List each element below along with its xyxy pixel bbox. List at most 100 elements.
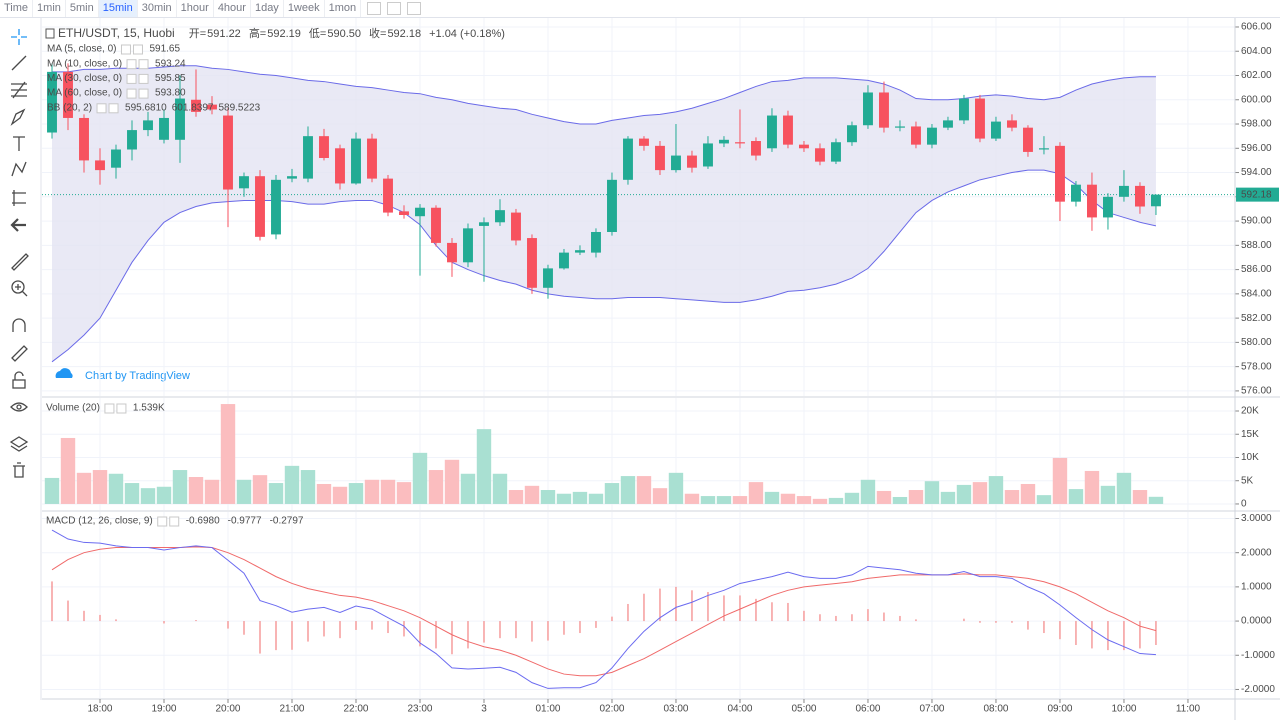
volume-bar bbox=[876, 490, 892, 504]
zoom-tool[interactable] bbox=[11, 280, 28, 297]
legend-button bbox=[126, 59, 137, 70]
crosshair-tool[interactable] bbox=[11, 29, 27, 45]
y-tick-label: -1.0000 bbox=[1241, 650, 1275, 661]
volume-bar bbox=[332, 486, 348, 504]
ohlc-label: 高= bbox=[249, 26, 266, 40]
volume-bar bbox=[844, 492, 860, 504]
study-value: 601.8397 bbox=[172, 102, 214, 113]
x-tick-label: 08:00 bbox=[983, 704, 1008, 715]
study-name: MA (5, close, 0) bbox=[47, 44, 116, 55]
volume-bar bbox=[44, 477, 60, 504]
layers-tool[interactable] bbox=[9, 436, 29, 452]
candle-body bbox=[671, 155, 681, 171]
volume-bar bbox=[684, 493, 700, 504]
candle-body bbox=[447, 242, 457, 263]
legend-button bbox=[138, 73, 149, 84]
candle-body bbox=[783, 115, 793, 145]
candle-body bbox=[111, 149, 121, 168]
interval-button[interactable]: 1mon bbox=[325, 0, 362, 17]
interval-button[interactable]: Time bbox=[0, 0, 34, 17]
volume-bar bbox=[268, 483, 284, 504]
x-tick-label: 09:00 bbox=[1047, 704, 1072, 715]
eye-tool[interactable] bbox=[10, 402, 28, 412]
candle-body bbox=[623, 138, 633, 180]
volume-bar bbox=[364, 479, 380, 504]
y-tick-label: 20K bbox=[1241, 406, 1259, 417]
volume-bar bbox=[972, 482, 988, 504]
candle-body bbox=[719, 139, 729, 144]
candle-body bbox=[351, 138, 361, 184]
volume-bar bbox=[1148, 496, 1164, 504]
candle-body bbox=[223, 115, 233, 190]
back-tool[interactable] bbox=[10, 218, 26, 232]
volume-bar bbox=[124, 483, 140, 504]
candle-body bbox=[895, 126, 905, 128]
volume-bar bbox=[636, 476, 652, 504]
x-tick-label: 10:00 bbox=[1111, 704, 1136, 715]
candle-body bbox=[831, 142, 841, 162]
candle-body bbox=[655, 145, 665, 171]
candle-body bbox=[767, 115, 777, 149]
volume-bar bbox=[412, 452, 428, 504]
volume-bar bbox=[796, 496, 812, 504]
y-tick-label: 606.00 bbox=[1241, 22, 1272, 33]
y-tick-label: 596.00 bbox=[1241, 143, 1272, 154]
interval-button[interactable]: 30min bbox=[138, 0, 177, 17]
y-tick-label: 0 bbox=[1241, 499, 1247, 510]
fib-tool[interactable] bbox=[11, 81, 27, 99]
legend-button bbox=[120, 44, 131, 55]
volume-bar bbox=[284, 465, 300, 504]
indicators-button[interactable] bbox=[387, 2, 402, 15]
line-tool[interactable] bbox=[11, 55, 27, 71]
last-price-box bbox=[1236, 187, 1279, 202]
volume-bar bbox=[956, 484, 972, 504]
candle-body bbox=[95, 160, 105, 171]
x-tick-label: 06:00 bbox=[855, 704, 880, 715]
volume-bar bbox=[556, 493, 572, 504]
candle-body bbox=[239, 176, 249, 189]
ohlc-value: 591.22 bbox=[207, 28, 241, 40]
lock-tool[interactable] bbox=[12, 371, 26, 389]
volume-bar bbox=[204, 479, 220, 504]
interval-button[interactable]: 15min bbox=[98, 0, 138, 17]
volume-bar bbox=[908, 490, 924, 504]
text-tool[interactable] bbox=[13, 136, 25, 151]
macd-value: -0.9777 bbox=[228, 516, 262, 527]
volume-bar bbox=[764, 491, 780, 504]
ruler-tool[interactable] bbox=[11, 253, 29, 271]
volume-bar bbox=[396, 482, 412, 504]
volume-bar bbox=[428, 470, 444, 504]
y-tick-label: 3.0000 bbox=[1241, 513, 1272, 524]
brush-tool[interactable] bbox=[10, 108, 26, 126]
edit-lock-tool[interactable] bbox=[11, 345, 28, 362]
measure-tool[interactable] bbox=[12, 190, 26, 206]
interval-button[interactable]: 1min bbox=[33, 0, 66, 17]
legend-button bbox=[126, 73, 137, 84]
legend-button bbox=[132, 44, 143, 55]
y-tick-label: 576.00 bbox=[1241, 386, 1272, 397]
chart-type-button[interactable] bbox=[367, 2, 382, 15]
candle-body bbox=[1071, 184, 1081, 202]
volume-bar bbox=[988, 476, 1004, 504]
volume-bar bbox=[492, 473, 508, 504]
trash-tool[interactable] bbox=[13, 462, 25, 478]
y-tick-label: 586.00 bbox=[1241, 264, 1272, 275]
y-tick-label: 0.0000 bbox=[1241, 616, 1272, 627]
interval-button[interactable]: 5min bbox=[66, 0, 99, 17]
interval-button[interactable]: 1week bbox=[284, 0, 325, 17]
pattern-tool[interactable] bbox=[11, 161, 27, 177]
interval-button[interactable]: 1hour bbox=[177, 0, 214, 17]
legend-button bbox=[96, 103, 107, 114]
interval-button[interactable]: 4hour bbox=[214, 0, 251, 17]
band-lower bbox=[51, 169, 1157, 363]
macd-value: -0.2797 bbox=[270, 516, 304, 527]
x-tick-label: 04:00 bbox=[727, 704, 752, 715]
magnet-tool[interactable] bbox=[12, 318, 26, 332]
snapshot-button[interactable] bbox=[407, 2, 422, 15]
candle-body bbox=[1103, 196, 1113, 218]
candle-body bbox=[367, 138, 377, 179]
interval-button[interactable]: 1day bbox=[251, 0, 284, 17]
volume-bar bbox=[860, 479, 876, 504]
ohlc-label: 开= bbox=[189, 28, 206, 40]
